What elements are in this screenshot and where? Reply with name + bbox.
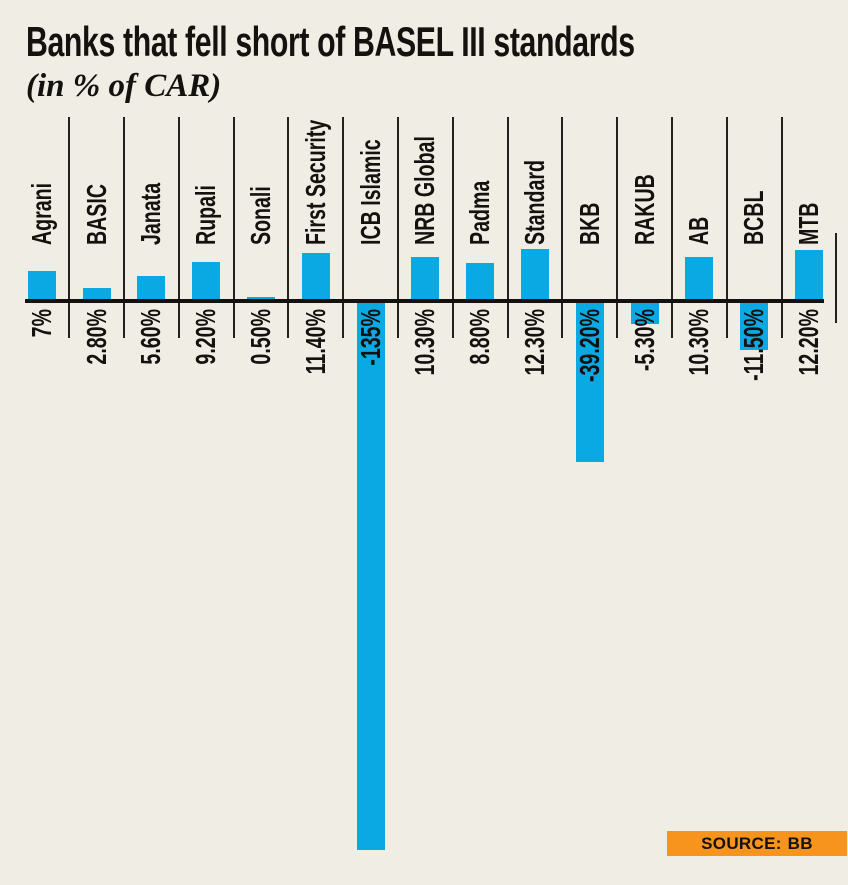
chart-title: Banks that fell short of BASEL III stand… [26,18,635,65]
bank-label: Rupali [190,45,222,245]
bank-label-text: Standard [518,160,550,245]
value-label: 9.20% [190,309,222,509]
bar-agrani [27,270,56,299]
column-divider [342,117,345,338]
bank-label-text: BCBL [738,190,770,245]
value-label-text: -11.50% [738,309,770,381]
value-label-text: 7% [25,309,57,338]
bar-bcbl [740,303,769,350]
bank-label-text: AB [683,216,715,245]
value-label: 11.40% [299,309,331,509]
column-divider [616,117,619,338]
column-divider [561,117,564,338]
value-label-text: 0.50% [244,309,276,365]
bank-label: BCBL [738,45,770,245]
value-label: -39.20% [573,309,605,509]
column-divider [670,117,673,338]
bar-bkb [575,303,604,462]
column-divider [451,117,454,338]
bank-label-text: Rupali [190,185,222,245]
value-label: 8.80% [464,309,496,509]
bank-label: Padma [464,45,496,245]
bar-rakub [630,303,659,325]
bank-label: BASIC [80,45,112,245]
value-label: 10.30% [683,309,715,509]
bank-label: First Security [299,45,331,245]
bar-padma [466,263,495,299]
bank-label: Standard [518,45,550,245]
bar-icb-islamic [356,303,385,850]
bank-label: BKB [573,45,605,245]
column-divider [396,117,399,338]
value-label-text: 9.20% [190,309,222,365]
bank-label-text: Padma [464,180,496,245]
column-divider [122,117,125,338]
chart-subtitle: (in % of CAR) [26,68,222,104]
bar-first-security [301,252,330,299]
value-label: -11.50% [738,309,770,509]
bank-label: ICB Islamic [354,45,386,245]
value-label: -5.30% [628,309,660,509]
bank-label: Agrani [25,45,57,245]
bar-janata [137,276,166,299]
bank-label-text: RAKUB [628,174,660,245]
bank-label: NRB Global [409,45,441,245]
bank-label-text: First Security [299,119,331,245]
bank-label-text: ICB Islamic [354,139,386,245]
bar-mtb [794,249,823,299]
column-divider [177,117,180,338]
value-label-text: 10.30% [409,309,441,376]
value-label: 7% [25,309,57,509]
bank-label: MTB [792,45,824,245]
value-label: -135% [354,309,386,509]
bank-label-text: Sonali [244,186,276,245]
source-badge: SOURCE: BB [667,831,847,856]
bar-standard [520,249,549,299]
bank-label-text: Agrani [25,182,57,245]
value-label-text: -39.20% [573,309,605,383]
value-label-text: -135% [354,309,386,366]
bank-label-text: BKB [573,202,605,245]
bar-ab [685,257,714,299]
value-label: 0.50% [244,309,276,509]
bank-label: Sonali [244,45,276,245]
source-value: BB [787,833,813,853]
value-label-text: 8.80% [464,309,496,365]
column-divider [287,117,290,338]
right-edge-divider [835,233,838,323]
bar-nrb-global [411,257,440,299]
bar-sonali [246,296,275,299]
value-label-text: 2.80% [80,309,112,365]
column-divider [506,117,509,338]
column-divider [68,117,71,338]
bar-basic [82,287,111,299]
bank-label-text: MTB [792,202,824,245]
bank-label: Janata [135,45,167,245]
bank-label-text: BASIC [80,184,112,245]
column-divider [232,117,235,338]
bar-rupali [192,261,221,299]
bank-label: RAKUB [628,45,660,245]
value-label: 12.30% [518,309,550,509]
column-divider [725,117,728,338]
bank-label-text: NRB Global [409,136,441,245]
value-label-text: 10.30% [683,309,715,376]
column-divider [780,117,783,338]
value-label: 10.30% [409,309,441,509]
value-label-text: 11.40% [299,309,331,375]
value-label-text: 12.20% [792,309,824,376]
value-label: 12.20% [792,309,824,509]
value-label: 5.60% [135,309,167,509]
bank-label-text: Janata [135,182,167,245]
source-label: SOURCE: [701,833,782,853]
value-label-text: 5.60% [135,309,167,365]
value-label: 2.80% [80,309,112,509]
value-label-text: 12.30% [518,309,550,376]
zero-axis-line [25,299,824,303]
bank-label: AB [683,45,715,245]
value-label-text: -5.30% [628,309,660,372]
